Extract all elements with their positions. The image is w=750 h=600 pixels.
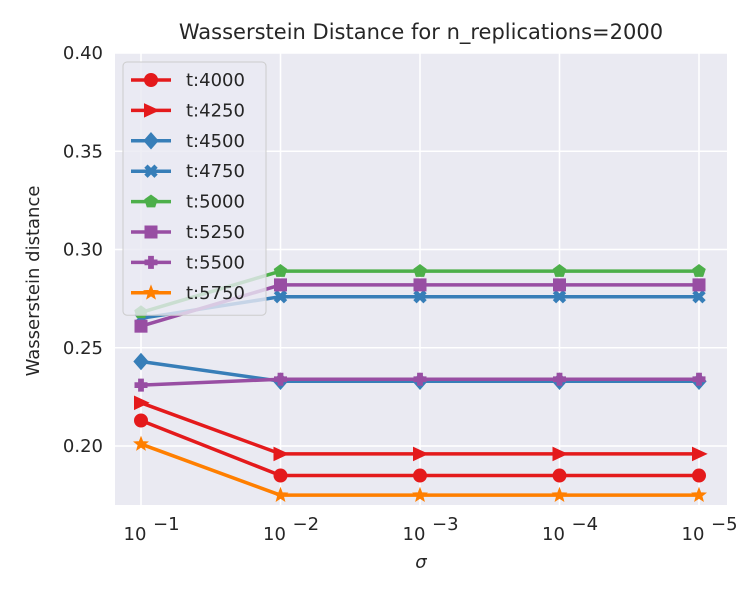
legend-marker <box>144 73 158 87</box>
data-point <box>413 372 427 386</box>
data-point <box>692 468 706 483</box>
x-tick-label: 10 −4 <box>542 514 598 545</box>
series-t-4250 <box>134 395 708 462</box>
data-point <box>134 319 148 333</box>
legend-entry: t:5750 <box>131 283 245 304</box>
data-point <box>551 486 568 502</box>
data-point <box>274 372 287 386</box>
x-tick-label: 10 −2 <box>263 514 319 545</box>
x-tick-label-exponent: −4 <box>572 514 599 535</box>
x-tick-label: 10 −5 <box>682 514 738 545</box>
y-tick-label: 0.35 <box>63 141 103 162</box>
x-tick-label-base: 10 <box>542 524 565 545</box>
legend: t:4000 t:4250 t:4500 t:4750 t:5000 t:5250 t:55… <box>122 61 267 316</box>
x-tick-label: 10 −3 <box>403 514 459 545</box>
y-tick-labels: 0.20 0.25 0.30 0.35 0.40 <box>63 43 103 457</box>
data-point <box>273 446 290 462</box>
x-tick-label: 10 −1 <box>124 514 180 545</box>
data-point <box>273 468 288 483</box>
series-t-4000 <box>134 413 706 483</box>
data-point <box>692 264 706 277</box>
data-point <box>133 435 149 451</box>
series-t-5500 <box>134 372 706 392</box>
data-point <box>413 446 429 462</box>
legend-entry: t:4500 <box>131 131 245 152</box>
legend-label: t:4750 <box>186 161 245 182</box>
x-tick-label-base: 10 <box>263 524 286 545</box>
y-tick-label: 0.40 <box>63 43 103 64</box>
legend-label: t:5750 <box>186 283 245 304</box>
legend-label: t:4250 <box>186 100 245 121</box>
legend-label: t:5250 <box>186 222 245 243</box>
legend-entry: t:4250 <box>131 100 245 121</box>
x-tick-label-base: 10 <box>124 524 147 545</box>
x-tick-label-base: 10 <box>682 524 705 545</box>
data-point <box>692 446 708 462</box>
data-point <box>692 278 706 292</box>
data-point <box>134 378 148 392</box>
legend-entry: t:4000 <box>131 70 245 91</box>
data-point <box>134 413 148 428</box>
data-point <box>552 468 567 483</box>
legend-marker <box>143 132 159 150</box>
legend-label: t:5500 <box>186 252 245 273</box>
data-point <box>691 486 707 502</box>
legend-marker <box>144 225 158 239</box>
legend-entry: t:4750 <box>131 161 245 182</box>
x-tick-label-exponent: −2 <box>293 514 320 535</box>
data-point <box>552 264 567 277</box>
y-tick-label: 0.30 <box>63 240 103 261</box>
chart-title: Wasserstein Distance for n_replications=… <box>179 20 663 45</box>
series-t-5750 <box>133 435 707 502</box>
data-point <box>273 264 288 277</box>
x-tick-label-exponent: −3 <box>432 514 459 535</box>
x-tick-labels: 10 −1 10 −2 10 −3 10 −4 10 −5 <box>124 514 738 545</box>
y-axis-label: Wasserstein distance <box>23 186 44 377</box>
data-point <box>413 264 427 277</box>
data-point <box>412 486 428 502</box>
legend-label: t:4500 <box>186 131 245 152</box>
legend-entry: t:5500 <box>131 252 245 273</box>
legend-marker <box>144 255 158 269</box>
data-point <box>133 352 149 371</box>
legend-label: t:5000 <box>186 192 245 213</box>
legend-box <box>122 61 267 316</box>
y-tick-label: 0.20 <box>63 436 103 457</box>
data-point <box>413 468 427 483</box>
legend-label: t:4000 <box>186 70 245 91</box>
data-point <box>553 372 566 386</box>
legend-marker <box>144 194 158 208</box>
x-axis-label: σ <box>415 552 427 573</box>
x-tick-label-exponent: −5 <box>711 514 738 535</box>
legend-marker <box>144 103 160 118</box>
data-point <box>134 395 150 411</box>
legend-marker <box>144 164 158 178</box>
data-point <box>274 278 287 292</box>
x-tick-label-exponent: −1 <box>153 514 180 535</box>
legend-entry: t:5000 <box>131 192 245 213</box>
data-point <box>553 278 566 292</box>
data-point <box>552 446 569 462</box>
data-point <box>692 372 706 386</box>
y-tick-label: 0.25 <box>63 338 103 359</box>
data-point <box>272 486 289 502</box>
data-point <box>413 278 427 292</box>
x-tick-label-base: 10 <box>403 524 426 545</box>
legend-entry: t:5250 <box>131 222 245 243</box>
legend-marker <box>143 284 159 300</box>
